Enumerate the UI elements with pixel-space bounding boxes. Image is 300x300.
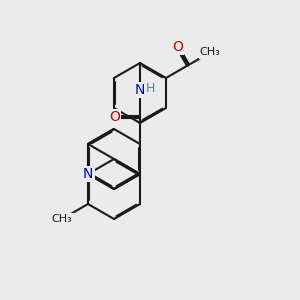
Text: N: N — [83, 167, 93, 181]
Text: CH₃: CH₃ — [200, 47, 220, 58]
Text: O: O — [172, 40, 183, 54]
Text: O: O — [109, 110, 120, 124]
Text: CH₃: CH₃ — [52, 214, 72, 224]
Text: N: N — [135, 83, 145, 97]
Text: H: H — [146, 82, 155, 95]
